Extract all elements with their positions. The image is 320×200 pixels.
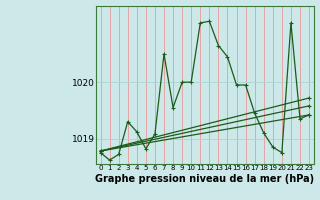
X-axis label: Graphe pression niveau de la mer (hPa): Graphe pression niveau de la mer (hPa) [95, 174, 314, 184]
